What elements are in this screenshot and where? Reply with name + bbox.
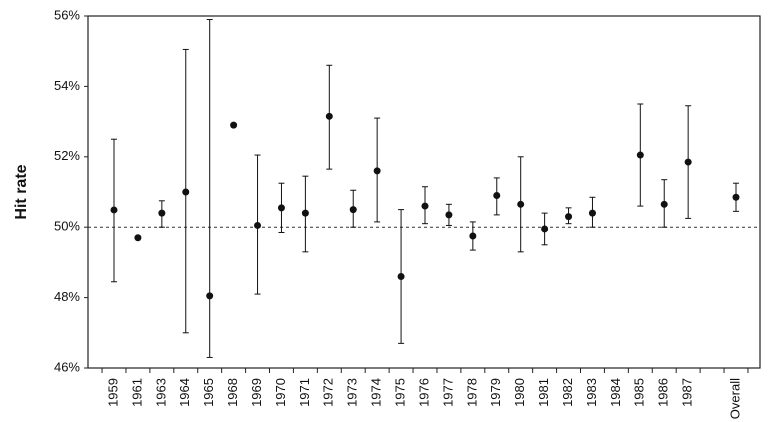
- x-tick-label: 1983: [584, 378, 599, 407]
- x-tick-label: 1970: [273, 378, 288, 407]
- x-tick-label: Overall: [727, 378, 742, 419]
- y-axis-label: Hit rate: [13, 164, 30, 219]
- y-tick-label: 52%: [54, 148, 80, 163]
- x-tick-label: 1978: [464, 378, 479, 407]
- y-tick-label: 54%: [54, 78, 80, 93]
- y-tick-label: 46%: [54, 359, 80, 374]
- x-tick-label: 1975: [393, 378, 408, 407]
- x-tick-label: 1977: [440, 378, 455, 407]
- x-tick-label: 1981: [536, 378, 551, 407]
- point: [732, 193, 740, 201]
- point: [373, 167, 381, 175]
- y-tick-label: 48%: [54, 289, 80, 304]
- point: [469, 232, 477, 240]
- plot-frame: [87, 15, 761, 369]
- point: [636, 151, 644, 159]
- point: [684, 158, 692, 166]
- point: [230, 121, 238, 129]
- x-tick-label: 1971: [297, 378, 312, 407]
- point: [134, 234, 142, 242]
- point: [158, 209, 166, 217]
- x-tick-label: 1982: [560, 378, 575, 407]
- x-tick-label: 1965: [201, 378, 216, 407]
- point: [182, 188, 190, 196]
- x-tick-label: 1961: [129, 378, 144, 407]
- x-tick-label: 1969: [249, 378, 264, 407]
- x-tick-label: 1964: [177, 378, 192, 407]
- point: [493, 192, 501, 200]
- point: [254, 221, 262, 229]
- point: [517, 200, 525, 208]
- point: [565, 213, 573, 221]
- x-tick-label: 1985: [632, 378, 647, 407]
- x-tick-label: 1973: [345, 378, 360, 407]
- y-tick-label: 50%: [54, 219, 80, 234]
- x-tick-label: 1986: [656, 378, 671, 407]
- x-tick-label: 1984: [608, 378, 623, 407]
- x-tick-label: 1979: [488, 378, 503, 407]
- x-tick-label: 1972: [321, 378, 336, 407]
- y-tick-label: 56%: [54, 7, 80, 22]
- point: [588, 209, 596, 217]
- point: [397, 272, 405, 280]
- x-tick-label: 1968: [225, 378, 240, 407]
- point: [301, 209, 309, 217]
- x-tick-label: 1963: [153, 378, 168, 407]
- point: [277, 204, 285, 212]
- point: [110, 206, 118, 214]
- point: [660, 200, 668, 208]
- point: [421, 202, 429, 210]
- x-tick-label: 1976: [416, 378, 431, 407]
- x-tick-label: 1974: [369, 378, 384, 407]
- point: [325, 112, 333, 120]
- point: [445, 211, 453, 219]
- x-tick-label: 1987: [680, 378, 695, 407]
- point: [349, 206, 357, 214]
- point: [206, 292, 214, 300]
- point: [541, 225, 549, 233]
- x-tick-label: 1959: [105, 378, 120, 407]
- x-tick-label: 1980: [512, 378, 527, 407]
